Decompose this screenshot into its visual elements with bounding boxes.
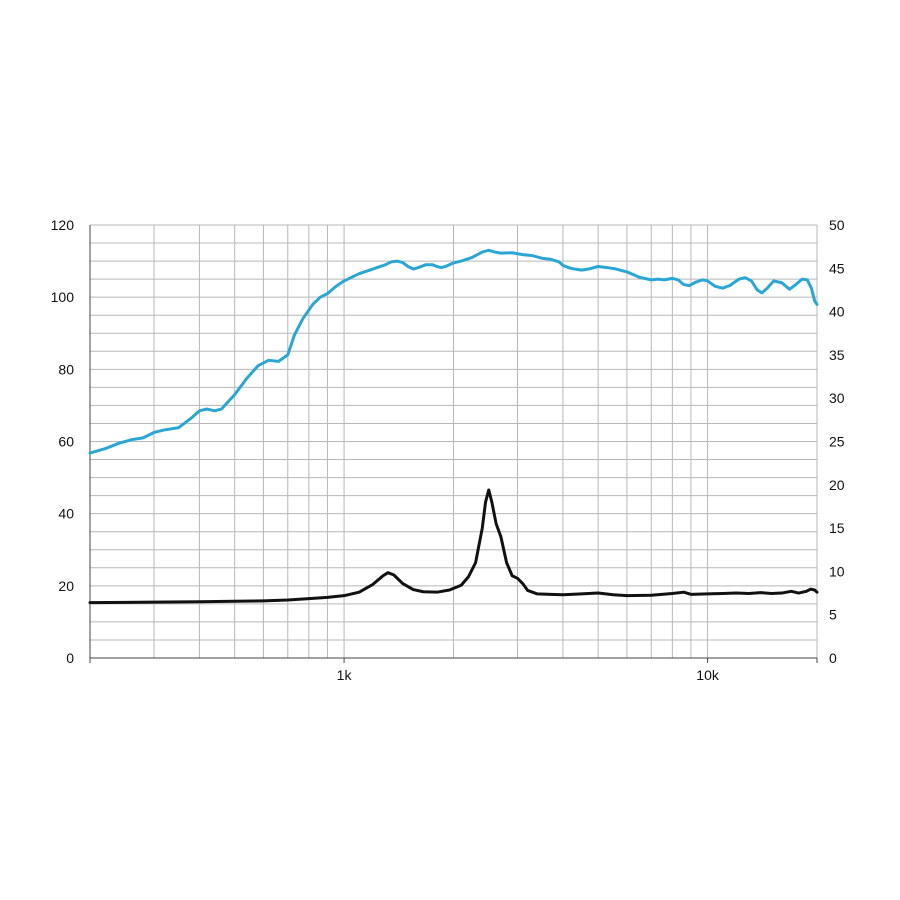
y2-tick-label: 45 — [829, 260, 845, 276]
y-tick-label: 40 — [58, 506, 74, 522]
x-tick-label: 10k — [696, 667, 720, 683]
y2-tick-label: 50 — [829, 217, 845, 233]
axis-layer — [89, 224, 818, 663]
y2-tick-label: 25 — [829, 434, 845, 450]
y-tick-label: 120 — [51, 217, 75, 233]
y2-tick-label: 40 — [829, 304, 845, 320]
y-tick-label: 60 — [58, 434, 74, 450]
y2-tick-label: 0 — [829, 650, 837, 666]
y-tick-label: 0 — [66, 650, 74, 666]
y2-tick-label: 30 — [829, 390, 845, 406]
y2-tick-label: 15 — [829, 520, 845, 536]
x-tick-label: 1k — [337, 667, 353, 683]
y-tick-label: 80 — [58, 361, 74, 377]
y2-tick-label: 20 — [829, 477, 845, 493]
impedance-series-line — [88, 488, 819, 605]
label-layer: 0 20 40 60 80 100 120 0 5 10 15 20 25 30 35 40 45 50 1k 10k — [51, 217, 845, 683]
y-tick-label: 100 — [51, 289, 75, 305]
y2-tick-label: 5 — [829, 607, 837, 623]
y2-tick-label: 35 — [829, 347, 845, 363]
y2-tick-label: 10 — [829, 563, 845, 579]
spl-series-line — [88, 248, 819, 455]
grid-layer — [90, 225, 817, 658]
series-layer — [88, 248, 819, 605]
y-tick-label: 20 — [58, 578, 74, 594]
